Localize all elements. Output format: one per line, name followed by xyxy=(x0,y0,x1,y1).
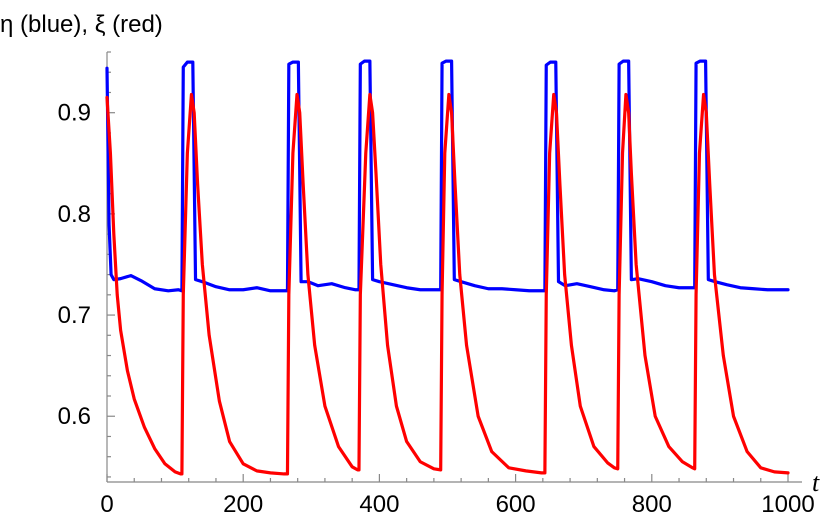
x-tick-label: 400 xyxy=(359,491,399,518)
y-tick-label: 0.9 xyxy=(58,100,91,127)
x-tick-label: 200 xyxy=(223,491,263,518)
y-axis-label: η (blue), ξ (red) xyxy=(0,11,163,38)
x-tick-label: 0 xyxy=(100,491,113,518)
y-tick-label: 0.7 xyxy=(58,302,91,329)
series-line-xi xyxy=(105,92,790,476)
y-tick-label: 0.6 xyxy=(58,403,91,430)
y-tick-label: 0.8 xyxy=(58,201,91,228)
ticks: 0 200 400 600 800 1000 0.6 0.7 0.8 0.9 xyxy=(58,51,815,518)
x-tick-label: 600 xyxy=(496,491,536,518)
x-tick-label: 800 xyxy=(632,491,672,518)
x-axis-label: t xyxy=(812,468,820,497)
series-line-eta xyxy=(105,59,790,293)
x-tick-label: 1000 xyxy=(761,491,814,518)
series-layer xyxy=(105,59,790,476)
labels: η (blue), ξ (red) t xyxy=(0,11,820,497)
